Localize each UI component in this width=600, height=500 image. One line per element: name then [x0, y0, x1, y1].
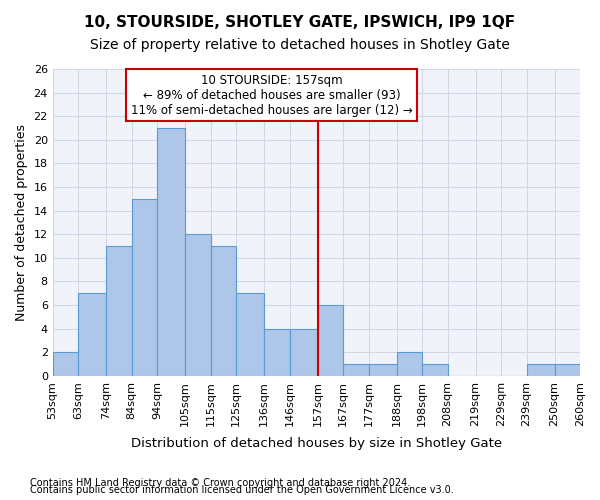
Bar	[264, 328, 290, 376]
Y-axis label: Number of detached properties: Number of detached properties	[15, 124, 28, 321]
Text: Contains HM Land Registry data © Crown copyright and database right 2024.: Contains HM Land Registry data © Crown c…	[30, 478, 410, 488]
Text: 10, STOURSIDE, SHOTLEY GATE, IPSWICH, IP9 1QF: 10, STOURSIDE, SHOTLEY GATE, IPSWICH, IP…	[85, 15, 515, 30]
Bar	[343, 364, 368, 376]
Bar	[106, 246, 131, 376]
Bar	[317, 305, 343, 376]
Bar	[290, 328, 317, 376]
Bar	[185, 234, 211, 376]
Bar	[527, 364, 554, 376]
X-axis label: Distribution of detached houses by size in Shotley Gate: Distribution of detached houses by size …	[131, 437, 502, 450]
Bar	[53, 352, 78, 376]
Bar	[554, 364, 580, 376]
Text: Size of property relative to detached houses in Shotley Gate: Size of property relative to detached ho…	[90, 38, 510, 52]
Bar	[368, 364, 397, 376]
Text: 10 STOURSIDE: 157sqm
← 89% of detached houses are smaller (93)
11% of semi-detac: 10 STOURSIDE: 157sqm ← 89% of detached h…	[131, 74, 412, 116]
Bar	[78, 294, 106, 376]
Bar	[236, 294, 264, 376]
Bar	[211, 246, 236, 376]
Bar	[422, 364, 448, 376]
Text: Contains public sector information licensed under the Open Government Licence v3: Contains public sector information licen…	[30, 485, 454, 495]
Bar	[131, 199, 157, 376]
Bar	[157, 128, 185, 376]
Bar	[397, 352, 422, 376]
